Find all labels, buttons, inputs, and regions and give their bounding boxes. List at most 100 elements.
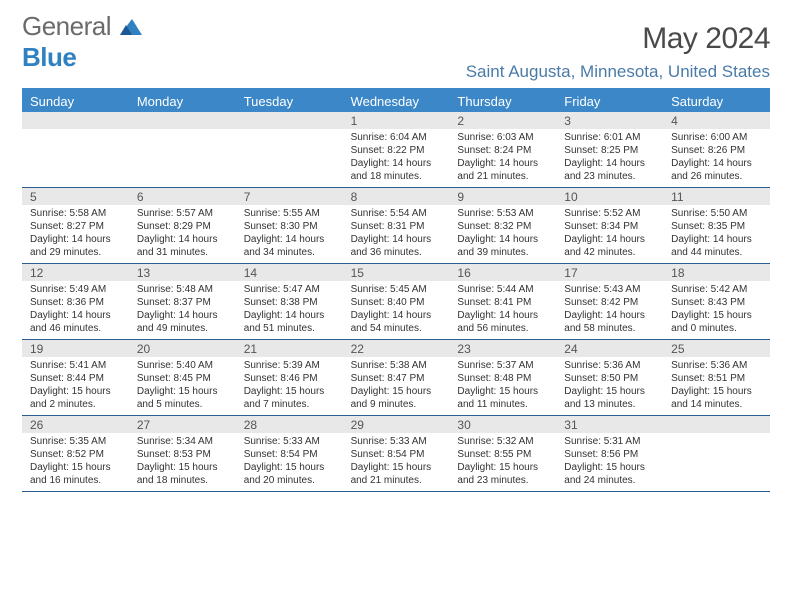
sunrise-line: Sunrise: 5:49 AM: [30, 283, 123, 296]
sunrise-line: Sunrise: 5:55 AM: [244, 207, 337, 220]
day-number: 13: [129, 264, 236, 281]
day-body: Sunrise: 5:47 AMSunset: 8:38 PMDaylight:…: [236, 281, 343, 339]
day-cell: 9Sunrise: 5:53 AMSunset: 8:32 PMDaylight…: [449, 188, 556, 264]
day-cell: 29Sunrise: 5:33 AMSunset: 8:54 PMDayligh…: [343, 416, 450, 492]
day-body: [663, 433, 770, 489]
daylight-line: Daylight: 14 hours and 21 minutes.: [457, 157, 550, 183]
day-number: 5: [22, 188, 129, 205]
sunset-line: Sunset: 8:51 PM: [671, 372, 764, 385]
sunset-line: Sunset: 8:53 PM: [137, 448, 230, 461]
day-number: 28: [236, 416, 343, 433]
weekday-wednesday: Wednesday: [343, 94, 450, 109]
weekday-sunday: Sunday: [22, 94, 129, 109]
day-number: 31: [556, 416, 663, 433]
sunrise-line: Sunrise: 5:45 AM: [351, 283, 444, 296]
day-body: Sunrise: 6:03 AMSunset: 8:24 PMDaylight:…: [449, 129, 556, 187]
brand-text: General Blue: [22, 11, 142, 73]
weekday-header-row: SundayMondayTuesdayWednesdayThursdayFrid…: [22, 90, 770, 112]
day-body: [129, 129, 236, 185]
sunrise-line: Sunrise: 5:37 AM: [457, 359, 550, 372]
day-number: 20: [129, 340, 236, 357]
day-body: Sunrise: 5:38 AMSunset: 8:47 PMDaylight:…: [343, 357, 450, 415]
sunset-line: Sunset: 8:36 PM: [30, 296, 123, 309]
day-cell: 21Sunrise: 5:39 AMSunset: 8:46 PMDayligh…: [236, 340, 343, 416]
day-number: 4: [663, 112, 770, 129]
day-body: Sunrise: 5:39 AMSunset: 8:46 PMDaylight:…: [236, 357, 343, 415]
daylight-line: Daylight: 15 hours and 2 minutes.: [30, 385, 123, 411]
day-cell: 13Sunrise: 5:48 AMSunset: 8:37 PMDayligh…: [129, 264, 236, 340]
sunset-line: Sunset: 8:52 PM: [30, 448, 123, 461]
sunrise-line: Sunrise: 5:33 AM: [351, 435, 444, 448]
sunrise-line: Sunrise: 5:53 AM: [457, 207, 550, 220]
day-number: 24: [556, 340, 663, 357]
sunrise-line: Sunrise: 5:39 AM: [244, 359, 337, 372]
week-row: 5 Sunrise: 5:58 AMSunset: 8:27 PM Daylight…: [22, 188, 770, 264]
sunrise-line: Sunrise: 5:41 AM: [30, 359, 123, 372]
daylight-line: Daylight: 15 hours and 23 minutes.: [457, 461, 550, 487]
daylight-line: Daylight: 14 hours and 26 minutes.: [671, 157, 764, 183]
sunrise-line: Sunrise: 5:31 AM: [564, 435, 657, 448]
sunrise-line: Sunrise: 5:58 AM: [30, 207, 123, 220]
sunrise-line: Sunrise: 5:38 AM: [351, 359, 444, 372]
sunset-line: Sunset: 8:35 PM: [671, 220, 764, 233]
day-number: 8: [343, 188, 450, 205]
day-number: 29: [343, 416, 450, 433]
weekday-thursday: Thursday: [449, 94, 556, 109]
day-cell-blank: [663, 416, 770, 492]
calendar-grid: SundayMondayTuesdayWednesdayThursdayFrid…: [22, 88, 770, 492]
daylight-line: Daylight: 15 hours and 18 minutes.: [137, 461, 230, 487]
day-cell: 17Sunrise: 5:43 AMSunset: 8:42 PMDayligh…: [556, 264, 663, 340]
daylight-line: Daylight: 14 hours and 18 minutes.: [351, 157, 444, 183]
daylight-line: Daylight: 15 hours and 13 minutes.: [564, 385, 657, 411]
sunrise-line: Sunrise: 5:47 AM: [244, 283, 337, 296]
day-cell: 25Sunrise: 5:36 AMSunset: 8:51 PMDayligh…: [663, 340, 770, 416]
daylight-line: Daylight: 14 hours and 49 minutes.: [137, 309, 230, 335]
day-number: 19: [22, 340, 129, 357]
day-body: Sunrise: 6:01 AMSunset: 8:25 PMDaylight:…: [556, 129, 663, 187]
sunset-line: Sunset: 8:47 PM: [351, 372, 444, 385]
day-cell: 1Sunrise: 6:04 AMSunset: 8:22 PMDaylight…: [343, 112, 450, 188]
day-body: Sunrise: 5:54 AMSunset: 8:31 PMDaylight:…: [343, 205, 450, 263]
day-number: 6: [129, 188, 236, 205]
sunset-line: Sunset: 8:43 PM: [671, 296, 764, 309]
day-number: 3: [556, 112, 663, 129]
sunrise-line: Sunrise: 5:35 AM: [30, 435, 123, 448]
day-body: Sunrise: 5:41 AMSunset: 8:44 PMDaylight:…: [22, 357, 129, 415]
day-cell: 30Sunrise: 5:32 AMSunset: 8:55 PMDayligh…: [449, 416, 556, 492]
brand-part1: General: [22, 11, 111, 41]
day-cell: 2Sunrise: 6:03 AMSunset: 8:24 PMDaylight…: [449, 112, 556, 188]
daylight-line: Daylight: 14 hours and 51 minutes.: [244, 309, 337, 335]
day-number: 15: [343, 264, 450, 281]
weekday-tuesday: Tuesday: [236, 94, 343, 109]
day-cell: 18Sunrise: 5:42 AMSunset: 8:43 PMDayligh…: [663, 264, 770, 340]
sunset-line: Sunset: 8:50 PM: [564, 372, 657, 385]
sunset-line: Sunset: 8:27 PM: [30, 220, 123, 233]
day-cell: 4Sunrise: 6:00 AMSunset: 8:26 PMDaylight…: [663, 112, 770, 188]
sunset-line: Sunset: 8:54 PM: [351, 448, 444, 461]
sunrise-line: Sunrise: 6:01 AM: [564, 131, 657, 144]
sunset-line: Sunset: 8:45 PM: [137, 372, 230, 385]
sunset-line: Sunset: 8:24 PM: [457, 144, 550, 157]
day-number: 9: [449, 188, 556, 205]
day-body: Sunrise: 5:37 AMSunset: 8:48 PMDaylight:…: [449, 357, 556, 415]
daylight-line: Daylight: 15 hours and 9 minutes.: [351, 385, 444, 411]
brand-triangle-icon: [120, 11, 142, 42]
day-body: Sunrise: 5:35 AMSunset: 8:52 PMDaylight:…: [22, 433, 129, 491]
day-cell-blank: [22, 112, 129, 188]
day-number: 18: [663, 264, 770, 281]
daylight-line: Daylight: 14 hours and 56 minutes.: [457, 309, 550, 335]
daylight-line: Daylight: 15 hours and 20 minutes.: [244, 461, 337, 487]
day-body: Sunrise: 5:36 AMSunset: 8:50 PMDaylight:…: [556, 357, 663, 415]
sunset-line: Sunset: 8:30 PM: [244, 220, 337, 233]
day-cell: 27Sunrise: 5:34 AMSunset: 8:53 PMDayligh…: [129, 416, 236, 492]
sunrise-line: Sunrise: 5:50 AM: [671, 207, 764, 220]
sunset-line: Sunset: 8:38 PM: [244, 296, 337, 309]
day-number: 1: [343, 112, 450, 129]
sunset-line: Sunset: 8:40 PM: [351, 296, 444, 309]
sunset-line: Sunset: 8:31 PM: [351, 220, 444, 233]
sunset-line: Sunset: 8:46 PM: [244, 372, 337, 385]
daylight-line: Daylight: 14 hours and 23 minutes.: [564, 157, 657, 183]
daylight-line: Daylight: 14 hours and 34 minutes.: [244, 233, 337, 259]
sunset-line: Sunset: 8:54 PM: [244, 448, 337, 461]
day-number: 10: [556, 188, 663, 205]
